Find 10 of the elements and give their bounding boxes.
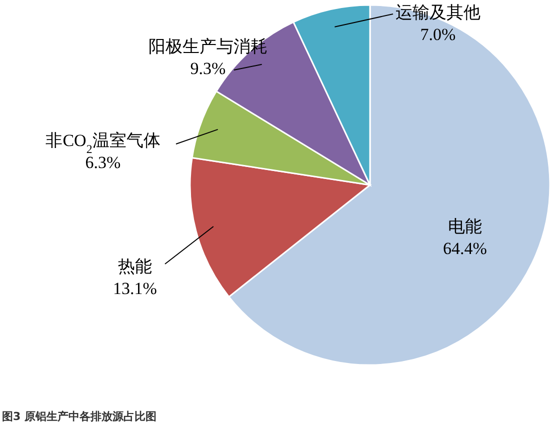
text: 图3 原铝生产中各排放源占比图	[2, 410, 156, 423]
data-label: 7.0%	[420, 25, 456, 44]
slice-label: 运输及其他	[396, 3, 480, 22]
data-label: 64.4%	[443, 239, 487, 258]
data-label: 6.3%	[85, 153, 121, 172]
slice-label: 电能	[448, 217, 482, 236]
data-label: 9.3%	[190, 59, 226, 78]
slice-label: 热能	[118, 257, 152, 276]
slice-label: 非CO$_{2}$温室气体	[46, 131, 160, 156]
data-label: 13.1%	[113, 279, 157, 298]
